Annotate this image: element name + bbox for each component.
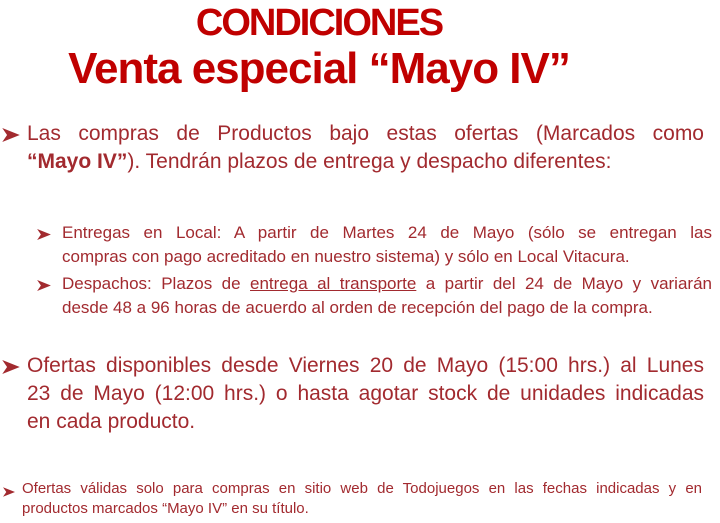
text-segment: Ofertas disponibles desde Viernes 20 de … — [27, 354, 704, 377]
text-segment: Entregas en Local: A partir de Martes 24… — [62, 223, 712, 242]
bullet-text-line: compras con pago acreditado en nuestro s… — [62, 245, 712, 269]
text-segment: Despachos: Plazos de — [62, 274, 251, 293]
bullet-item: Ofertas válidas solo para compras en sit… — [0, 479, 702, 519]
bullet-text-line: Las compras de Productos bajo estas ofer… — [27, 120, 704, 148]
text-segment: desde 48 a 96 horas de acuerdo al orden … — [62, 298, 653, 317]
bullet-text: Entregas en Local: A partir de Martes 24… — [62, 221, 712, 269]
bullet-text-line: Entregas en Local: A partir de Martes 24… — [62, 221, 712, 245]
text-segment: productos marcados “Mayo IV” en su títul… — [22, 500, 309, 517]
bullet-item: Las compras de Productos bajo estas ofer… — [0, 120, 704, 176]
bullet-item: Despachos: Plazos de entrega al transpor… — [0, 272, 712, 320]
bullet-text: Ofertas válidas solo para compras en sit… — [22, 479, 702, 519]
text-segment: a partir del 24 de Mayo y variarán — [416, 274, 712, 293]
arrow-bullet-icon — [37, 278, 51, 296]
text-segment: compras con pago acreditado en nuestro s… — [62, 247, 630, 266]
bullet-text-line: Ofertas disponibles desde Viernes 20 de … — [27, 352, 704, 380]
bullet-text-line: desde 48 a 96 horas de acuerdo al orden … — [62, 296, 712, 320]
bullet-text-line: en cada producto. — [27, 408, 704, 436]
text-segment: Ofertas válidas solo para compras en sit… — [22, 480, 702, 497]
bullet-item: Entregas en Local: A partir de Martes 24… — [0, 221, 712, 269]
text-segment: ). Tendrán plazos de entrega y despacho … — [127, 150, 612, 173]
bullet-text: Las compras de Productos bajo estas ofer… — [27, 120, 704, 176]
text-segment: Las compras de Productos bajo estas ofer… — [27, 122, 704, 145]
text-segment: “Mayo IV” — [27, 150, 128, 173]
arrow-bullet-icon — [3, 484, 15, 502]
arrow-bullet-icon — [37, 227, 51, 245]
text-segment: 23 de Mayo (12:00 hrs.) o hasta agotar s… — [27, 382, 704, 405]
bullet-text-line: 23 de Mayo (12:00 hrs.) o hasta agotar s… — [27, 380, 704, 408]
text-segment: entrega al transporte — [250, 274, 417, 293]
bullet-text-line: Ofertas válidas solo para compras en sit… — [22, 479, 702, 499]
bullet-item: Ofertas disponibles desde Viernes 20 de … — [0, 352, 704, 436]
arrow-bullet-icon — [2, 128, 20, 147]
bullet-text: Ofertas disponibles desde Viernes 20 de … — [27, 352, 704, 436]
arrow-bullet-icon — [2, 360, 20, 379]
bullet-text-line: “Mayo IV”). Tendrán plazos de entrega y … — [27, 148, 704, 176]
bullet-text-line: productos marcados “Mayo IV” en su títul… — [22, 499, 702, 519]
page-title: CONDICIONES — [195, 2, 444, 44]
text-segment: en cada producto. — [27, 410, 196, 433]
bullet-text-line: Despachos: Plazos de entrega al transpor… — [62, 272, 712, 296]
bullet-text: Despachos: Plazos de entrega al transpor… — [62, 272, 712, 320]
page-subtitle: Venta especial “Mayo IV” — [68, 44, 571, 93]
